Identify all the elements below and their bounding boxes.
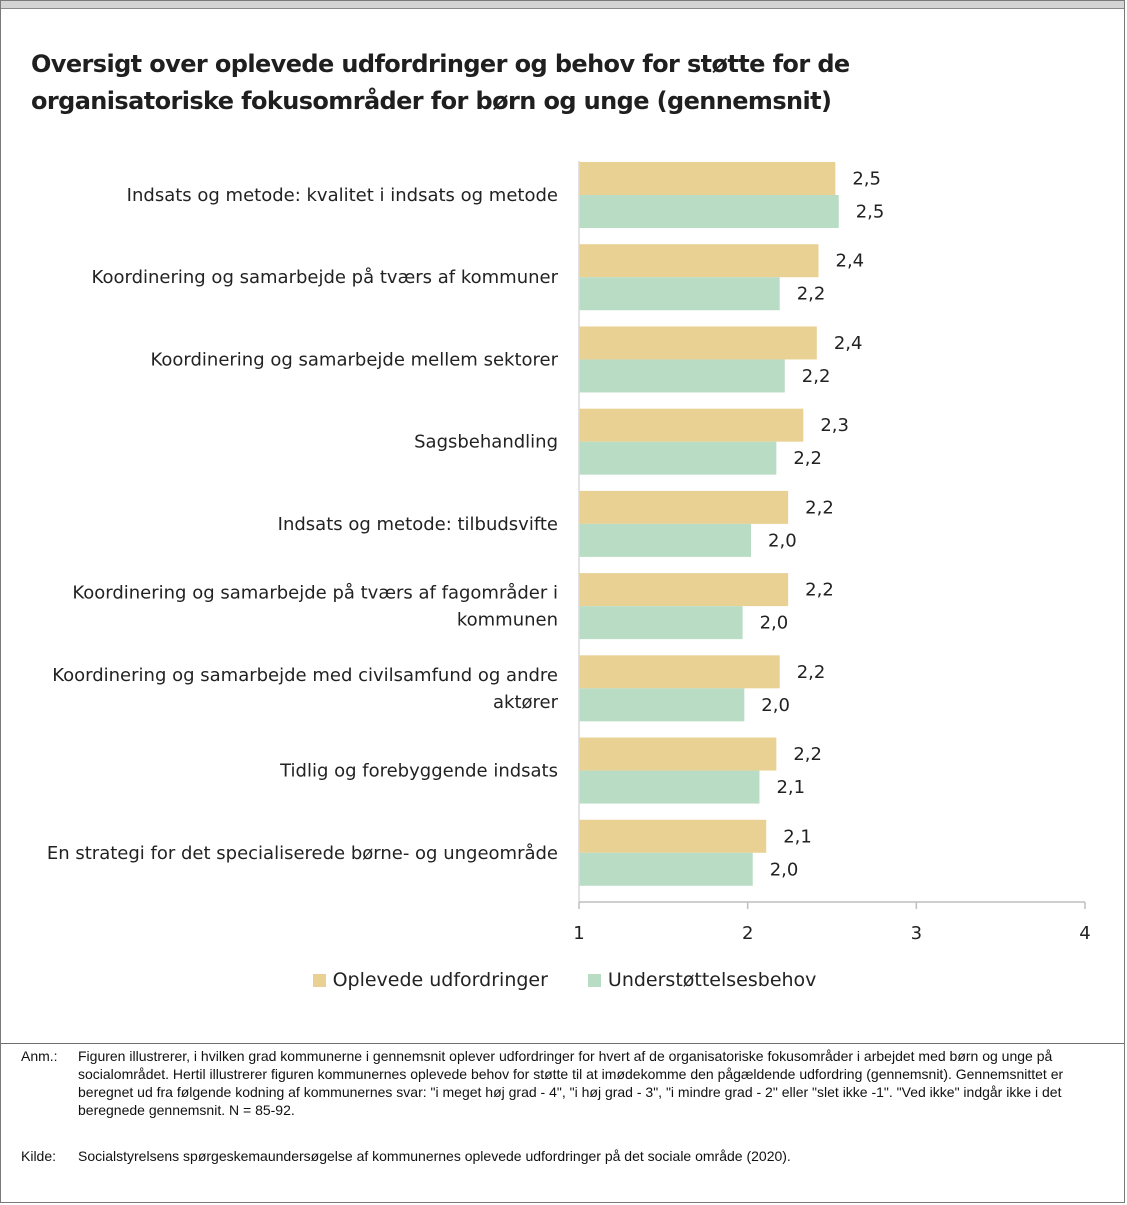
value-label-support: 2,0 <box>768 530 797 551</box>
category-label: aktører <box>493 692 559 713</box>
note-source-text: Socialstyrelsens spørgeskemaundersøgelse… <box>78 1148 791 1164</box>
x-tick-label: 1 <box>573 923 584 944</box>
legend-item-support: Understøttelsesbehov <box>587 969 817 991</box>
bar-support <box>579 195 839 228</box>
value-label-challenges: 2,2 <box>805 497 834 518</box>
bar-challenges <box>579 573 789 607</box>
value-label-support: 2,0 <box>761 695 790 716</box>
chart-container: Oversigt over oplevede udfordringer og b… <box>1 8 1124 1044</box>
legend-swatch-challenges <box>312 973 326 987</box>
bar-challenges <box>579 408 804 442</box>
category-label: Indsats og metode: tilbudsvifte <box>278 514 558 535</box>
legend-item-challenges: Oplevede udfordringer <box>312 969 548 991</box>
top-band <box>1 1 1124 9</box>
chart-legend: Oplevede udfordringer Understøttelsesbeh… <box>1 969 1127 991</box>
bar-challenges <box>579 819 767 853</box>
bar-support <box>579 688 745 722</box>
value-label-challenges: 2,4 <box>834 333 863 354</box>
x-tick-label: 2 <box>742 923 753 944</box>
bar-support <box>579 606 743 640</box>
bar-support <box>579 441 777 475</box>
bar-support <box>579 770 760 804</box>
category-label: En strategi for det specialiserede børne… <box>47 843 558 864</box>
value-label-challenges: 2,4 <box>836 251 865 272</box>
note-anm: Anm.: Figuren illustrerer, i hvilken gra… <box>21 1047 1116 1119</box>
value-label-challenges: 2,2 <box>793 744 822 765</box>
value-label-support: 2,2 <box>793 448 822 469</box>
category-label: Sagsbehandling <box>414 432 558 453</box>
value-label-support: 2,1 <box>776 777 805 798</box>
note-source-label: Kilde: <box>21 1148 57 1164</box>
category-label: kommunen <box>457 610 558 631</box>
value-label-challenges: 2,3 <box>820 415 849 436</box>
bar-challenges <box>579 162 836 195</box>
legend-swatch-support <box>587 973 601 987</box>
value-label-support: 2,0 <box>770 859 799 880</box>
category-label: Koordinering og samarbejde på tværs af k… <box>92 267 559 288</box>
note-anm-label: Anm.: <box>21 1048 58 1064</box>
value-label-support: 2,5 <box>856 202 885 223</box>
note-anm-text: Figuren illustrerer, i hvilken grad komm… <box>78 1048 1064 1118</box>
value-label-challenges: 2,1 <box>783 826 812 847</box>
note-source: Kilde: Socialstyrelsens spørgeskemaunder… <box>21 1147 1116 1165</box>
value-label-challenges: 2,2 <box>797 662 826 683</box>
bar-challenges <box>579 490 789 524</box>
bar-challenges <box>579 737 777 771</box>
legend-label-support: Understøttelsesbehov <box>607 969 817 991</box>
category-label: Koordinering og samarbejde på tværs af f… <box>72 583 558 604</box>
figure-notes: Anm.: Figuren illustrerer, i hvilken gra… <box>21 1047 1116 1165</box>
value-label-support: 2,0 <box>760 613 789 634</box>
category-label: Indsats og metode: kvalitet i indsats og… <box>127 185 558 206</box>
chart-title: Oversigt over oplevede udfordringer og b… <box>31 50 850 115</box>
category-label: Tidlig og forebyggende indsats <box>279 761 558 782</box>
value-label-challenges: 2,2 <box>805 580 834 601</box>
bar-support <box>579 277 780 311</box>
category-label: Koordinering og samarbejde med civilsamf… <box>52 665 558 686</box>
value-label-support: 2,2 <box>802 366 831 387</box>
bar-challenges <box>579 326 817 360</box>
bar-challenges <box>579 655 780 689</box>
bar-support <box>579 359 785 393</box>
bar-chart: 2,5 2,5 Indsats og metode: kvalitet i inds… <box>47 161 1091 944</box>
legend-label-challenges: Oplevede udfordringer <box>332 969 548 991</box>
x-tick-label: 4 <box>1079 923 1090 944</box>
category-label: Koordinering og samarbejde mellem sektor… <box>150 349 558 370</box>
value-label-support: 2,2 <box>797 284 826 305</box>
value-label-challenges: 2,5 <box>852 169 881 190</box>
bar-support <box>579 852 753 886</box>
x-tick-label: 3 <box>911 923 922 944</box>
bar-support <box>579 523 752 557</box>
bar-challenges <box>579 244 819 278</box>
